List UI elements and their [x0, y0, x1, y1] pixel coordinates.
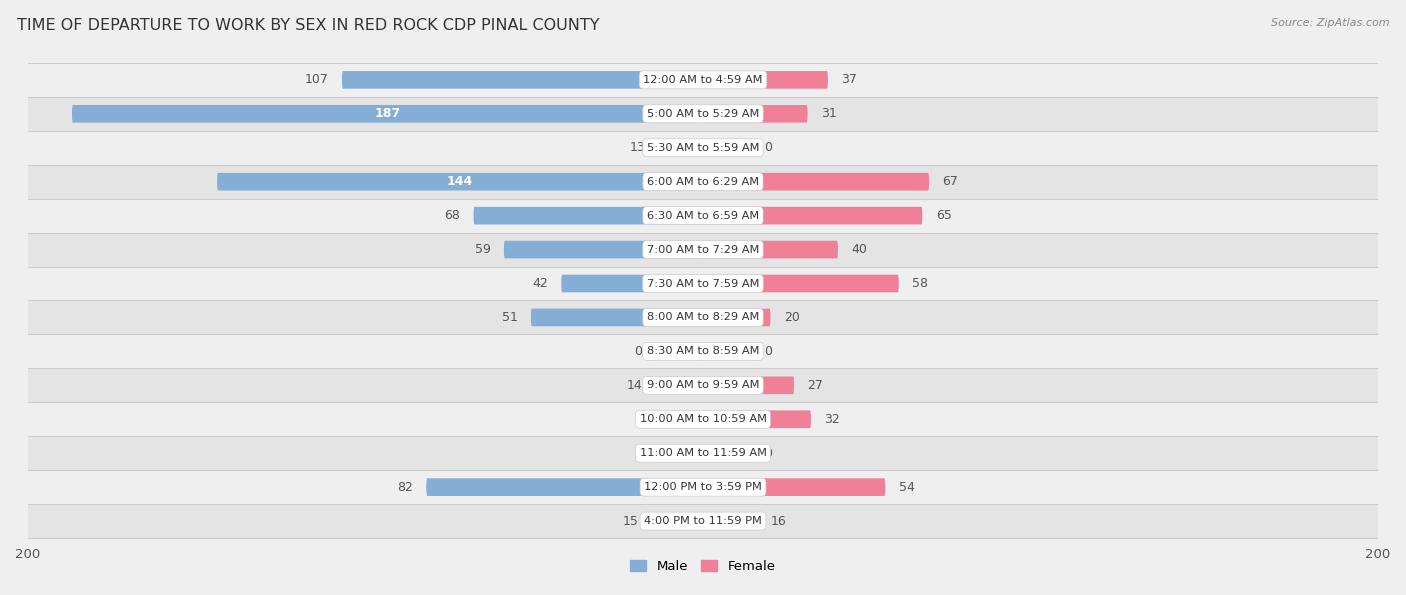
FancyBboxPatch shape — [11, 470, 1395, 504]
Text: 32: 32 — [824, 413, 841, 426]
FancyBboxPatch shape — [652, 512, 703, 530]
FancyBboxPatch shape — [703, 377, 794, 394]
Text: 20: 20 — [785, 311, 800, 324]
Text: 65: 65 — [936, 209, 952, 222]
Text: 68: 68 — [444, 209, 460, 222]
FancyBboxPatch shape — [11, 165, 1395, 199]
FancyBboxPatch shape — [342, 71, 703, 89]
FancyBboxPatch shape — [652, 343, 703, 360]
Text: 0: 0 — [763, 141, 772, 154]
Text: 9:00 AM to 9:59 AM: 9:00 AM to 9:59 AM — [647, 380, 759, 390]
FancyBboxPatch shape — [652, 444, 703, 462]
Text: 187: 187 — [374, 107, 401, 120]
FancyBboxPatch shape — [703, 309, 770, 326]
Text: 27: 27 — [807, 379, 824, 392]
FancyBboxPatch shape — [11, 63, 1395, 97]
Text: 7:00 AM to 7:29 AM: 7:00 AM to 7:29 AM — [647, 245, 759, 255]
FancyBboxPatch shape — [11, 97, 1395, 131]
Text: 10:00 AM to 10:59 AM: 10:00 AM to 10:59 AM — [640, 414, 766, 424]
FancyBboxPatch shape — [703, 173, 929, 190]
Text: 40: 40 — [852, 243, 868, 256]
FancyBboxPatch shape — [11, 436, 1395, 470]
Text: 6:00 AM to 6:29 AM: 6:00 AM to 6:29 AM — [647, 177, 759, 187]
Text: 59: 59 — [475, 243, 491, 256]
FancyBboxPatch shape — [72, 105, 703, 123]
Text: 13: 13 — [630, 141, 645, 154]
FancyBboxPatch shape — [703, 275, 898, 292]
FancyBboxPatch shape — [11, 402, 1395, 436]
Text: 8:00 AM to 8:29 AM: 8:00 AM to 8:29 AM — [647, 312, 759, 322]
Text: 144: 144 — [447, 175, 474, 188]
FancyBboxPatch shape — [703, 207, 922, 224]
FancyBboxPatch shape — [703, 411, 811, 428]
FancyBboxPatch shape — [11, 131, 1395, 165]
FancyBboxPatch shape — [703, 105, 807, 123]
FancyBboxPatch shape — [531, 309, 703, 326]
Text: 5:30 AM to 5:59 AM: 5:30 AM to 5:59 AM — [647, 143, 759, 153]
FancyBboxPatch shape — [11, 504, 1395, 538]
FancyBboxPatch shape — [703, 343, 754, 360]
Text: 11:00 AM to 11:59 AM: 11:00 AM to 11:59 AM — [640, 448, 766, 458]
Text: 14: 14 — [627, 379, 643, 392]
Text: Source: ZipAtlas.com: Source: ZipAtlas.com — [1271, 18, 1389, 28]
FancyBboxPatch shape — [11, 334, 1395, 368]
FancyBboxPatch shape — [703, 241, 838, 258]
Text: 67: 67 — [942, 175, 959, 188]
FancyBboxPatch shape — [703, 139, 754, 156]
Text: 7:30 AM to 7:59 AM: 7:30 AM to 7:59 AM — [647, 278, 759, 289]
Text: 0: 0 — [634, 413, 643, 426]
Text: 5:00 AM to 5:29 AM: 5:00 AM to 5:29 AM — [647, 109, 759, 119]
FancyBboxPatch shape — [217, 173, 703, 190]
FancyBboxPatch shape — [11, 267, 1395, 300]
Text: 107: 107 — [305, 73, 329, 86]
FancyBboxPatch shape — [703, 478, 886, 496]
FancyBboxPatch shape — [11, 300, 1395, 334]
FancyBboxPatch shape — [426, 478, 703, 496]
FancyBboxPatch shape — [652, 411, 703, 428]
FancyBboxPatch shape — [474, 207, 703, 224]
FancyBboxPatch shape — [11, 233, 1395, 267]
Text: 16: 16 — [770, 515, 786, 528]
FancyBboxPatch shape — [655, 377, 703, 394]
FancyBboxPatch shape — [561, 275, 703, 292]
Text: 37: 37 — [841, 73, 858, 86]
FancyBboxPatch shape — [503, 241, 703, 258]
FancyBboxPatch shape — [703, 71, 828, 89]
Text: 54: 54 — [898, 481, 914, 494]
Text: 82: 82 — [396, 481, 413, 494]
FancyBboxPatch shape — [11, 199, 1395, 233]
Text: TIME OF DEPARTURE TO WORK BY SEX IN RED ROCK CDP PINAL COUNTY: TIME OF DEPARTURE TO WORK BY SEX IN RED … — [17, 18, 599, 33]
Text: 51: 51 — [502, 311, 517, 324]
Text: 4:00 PM to 11:59 PM: 4:00 PM to 11:59 PM — [644, 516, 762, 526]
FancyBboxPatch shape — [659, 139, 703, 156]
Text: 12:00 AM to 4:59 AM: 12:00 AM to 4:59 AM — [644, 75, 762, 85]
FancyBboxPatch shape — [703, 512, 756, 530]
Text: 31: 31 — [821, 107, 837, 120]
Text: 8:30 AM to 8:59 AM: 8:30 AM to 8:59 AM — [647, 346, 759, 356]
Text: 15: 15 — [623, 515, 638, 528]
Text: 12:00 PM to 3:59 PM: 12:00 PM to 3:59 PM — [644, 482, 762, 492]
Text: 0: 0 — [763, 345, 772, 358]
Text: 0: 0 — [634, 447, 643, 460]
Text: 0: 0 — [634, 345, 643, 358]
Legend: Male, Female: Male, Female — [626, 555, 780, 578]
Text: 0: 0 — [763, 447, 772, 460]
Text: 42: 42 — [531, 277, 548, 290]
Text: 6:30 AM to 6:59 AM: 6:30 AM to 6:59 AM — [647, 211, 759, 221]
FancyBboxPatch shape — [703, 444, 754, 462]
FancyBboxPatch shape — [11, 368, 1395, 402]
Text: 58: 58 — [912, 277, 928, 290]
